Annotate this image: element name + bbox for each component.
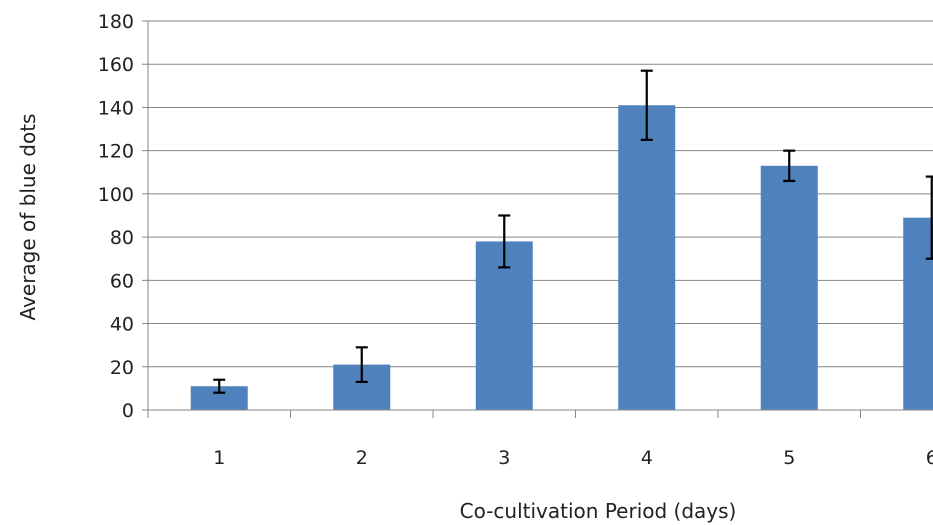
- error-bars: [213, 69, 933, 394]
- y-tick-label: 120: [98, 141, 134, 163]
- y-tick-label: 160: [98, 54, 134, 76]
- x-axis-title: Co-cultivation Period (days): [460, 499, 737, 523]
- error-bar-day-6: [925, 175, 933, 260]
- bars: [190, 105, 933, 411]
- y-tick-label: 20: [110, 357, 134, 379]
- error-bar-day-2: [355, 346, 368, 384]
- bar-day-1: [190, 386, 248, 410]
- y-tick-label: 180: [98, 11, 134, 33]
- x-tick-label: 6: [926, 447, 933, 469]
- x-tick-labels: 1 2 3 4 5 6: [213, 447, 933, 469]
- axes: [142, 20, 933, 418]
- error-bar-day-1: [213, 378, 226, 394]
- error-bar-day-3: [498, 214, 511, 269]
- x-tick-label: 1: [213, 447, 225, 469]
- error-bar-day-4: [640, 69, 653, 141]
- bar-day-3: [475, 241, 533, 410]
- bar-day-6: [903, 217, 933, 410]
- y-tick-label: 60: [110, 270, 134, 292]
- y-tick-label: 40: [110, 314, 134, 336]
- y-tick-label: 0: [122, 400, 134, 422]
- y-axis-title: Average of blue dots: [16, 114, 40, 321]
- x-tick-label: 4: [641, 447, 653, 469]
- y-tick-label: 140: [98, 97, 134, 119]
- x-tick-label: 5: [783, 447, 795, 469]
- x-tick-label: 3: [498, 447, 510, 469]
- error-bar-day-5: [783, 149, 796, 183]
- y-tick-label: 80: [110, 227, 134, 249]
- y-tick-label: 100: [98, 184, 134, 206]
- bar-day-5: [760, 165, 818, 410]
- gridlines: [148, 20, 933, 368]
- x-tick-label: 2: [356, 447, 368, 469]
- bar-day-4: [618, 105, 676, 411]
- y-tick-labels: 0 20 40 60 80 100 120 140 160 180: [98, 11, 134, 422]
